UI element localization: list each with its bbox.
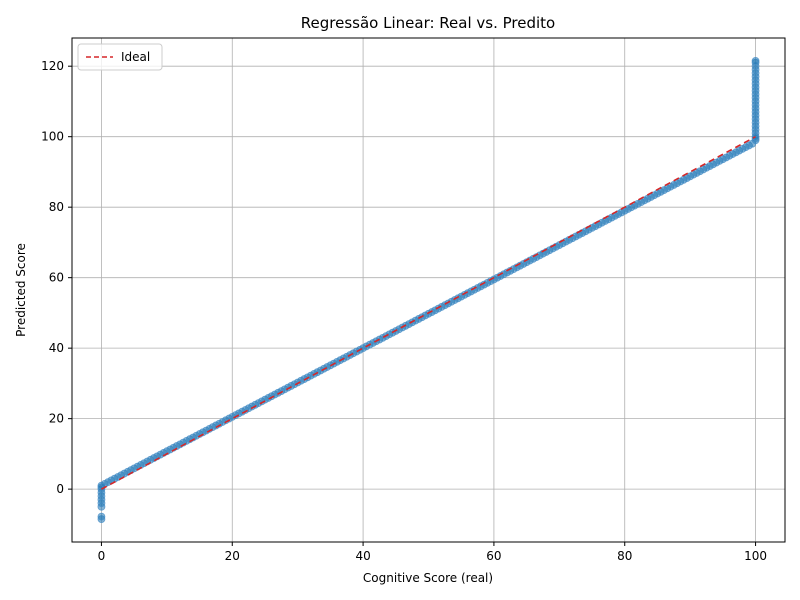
- ideal-line: [101, 135, 756, 490]
- legend-ideal-label: Ideal: [121, 50, 150, 64]
- legend-box: [77, 43, 163, 71]
- ideal-line-group: [101, 135, 756, 490]
- y-axis-ticks: 0 20 40 60 80 100 120: [41, 59, 72, 496]
- plot-frame: [71, 37, 786, 543]
- y-tick-label: 20: [49, 412, 64, 426]
- x-axis-label: Cognitive Score (real): [363, 571, 493, 585]
- y-tick-label: 40: [49, 341, 64, 355]
- y-axis-label: Predicted Score: [14, 243, 28, 337]
- x-axis-ticks: 0 20 40 60 80 100: [98, 542, 767, 563]
- x-tick-label: 80: [617, 549, 632, 563]
- scatter-point: [97, 512, 106, 521]
- y-tick-label: 60: [49, 271, 64, 285]
- chart-title: Regressão Linear: Real vs. Predito: [301, 14, 555, 32]
- x-tick-label: 40: [355, 549, 370, 563]
- y-tick-label: 80: [49, 200, 64, 214]
- legend: Ideal: [77, 43, 163, 71]
- x-tick-label: 20: [225, 549, 240, 563]
- y-tick-label: 100: [41, 130, 64, 144]
- x-tick-label: 100: [744, 549, 767, 563]
- x-tick-label: 0: [98, 549, 106, 563]
- y-tick-label: 0: [56, 482, 64, 496]
- x-tick-label: 60: [486, 549, 501, 563]
- scatter-point: [751, 57, 760, 65]
- y-tick-label: 120: [41, 59, 64, 73]
